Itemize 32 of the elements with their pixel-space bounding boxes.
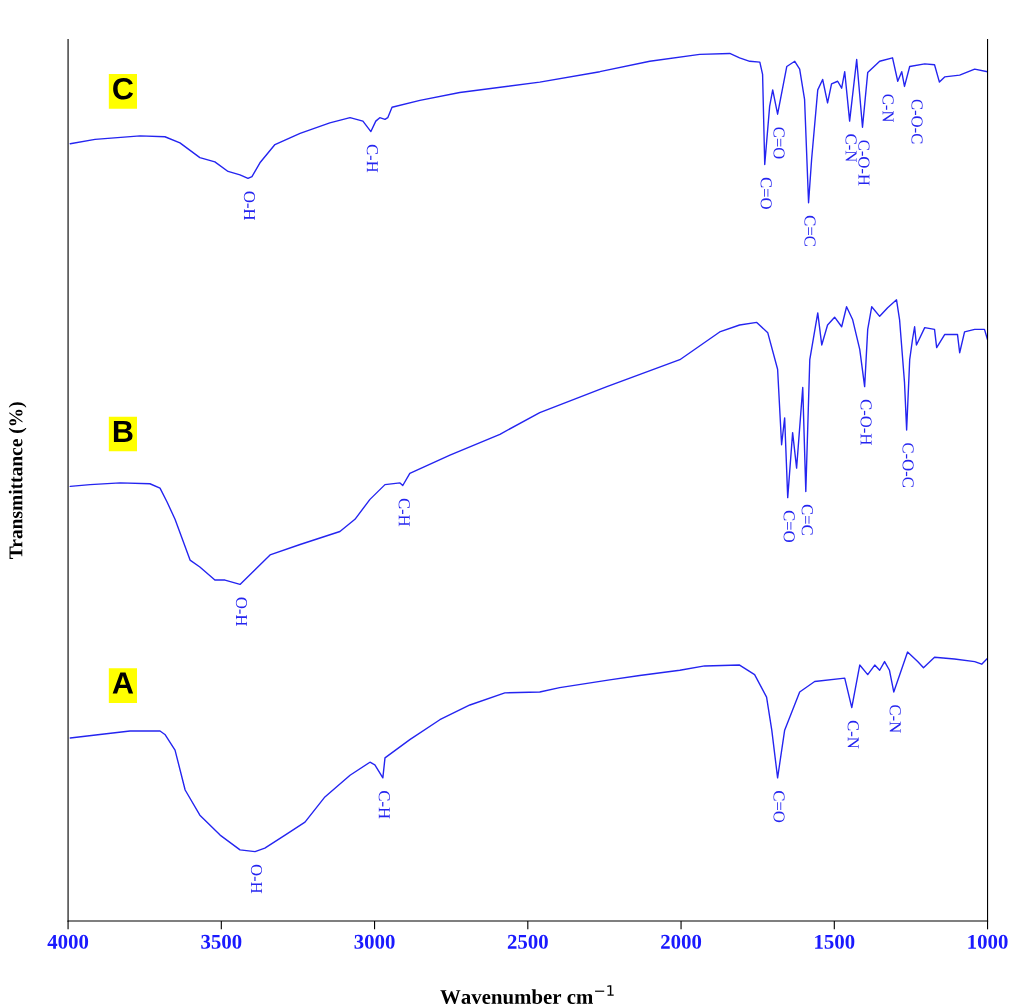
annotation: C-O-H — [858, 140, 870, 186]
annotation: C=O — [783, 510, 795, 543]
annotation: C=C — [804, 215, 816, 246]
series-label: C — [113, 77, 134, 100]
annotation: O-H — [235, 597, 248, 627]
annotation: C-N — [889, 705, 901, 733]
annotation: O-H — [243, 191, 256, 221]
x-axis-title: Wavenumber cm$^{−1}$ — [440, 985, 614, 1005]
annotation: C-N — [845, 134, 857, 162]
annotation: C=C — [801, 504, 813, 535]
series-label: A — [112, 672, 134, 694]
annotation: C-O-H — [860, 399, 872, 445]
annotation: C-N — [882, 94, 894, 123]
annotation: C-H — [398, 498, 410, 527]
x-tick-label: 3500 — [201, 934, 242, 949]
annotation: C-N — [847, 720, 859, 749]
annotation: C-H — [366, 144, 378, 173]
x-tick-label: 3000 — [354, 934, 395, 949]
x-tick-label: 2000 — [661, 934, 702, 949]
annotation: C=O — [760, 177, 772, 209]
x-tick-label: 2500 — [507, 934, 548, 949]
x-tick-label: 1000 — [968, 934, 1008, 949]
series-label: B — [113, 420, 133, 442]
x-tick-label: 1500 — [815, 934, 855, 949]
annotation: O-H — [250, 864, 263, 894]
annotation: C=O — [773, 127, 785, 159]
annotation: C-O-C — [902, 443, 914, 487]
annotation: C=O — [773, 791, 785, 823]
y-axis-title: Transmittance (%) — [8, 402, 27, 559]
annotation: C-H — [378, 791, 390, 819]
annotation: C-O-C — [911, 99, 923, 144]
x-tick-label: 4000 — [47, 934, 89, 949]
